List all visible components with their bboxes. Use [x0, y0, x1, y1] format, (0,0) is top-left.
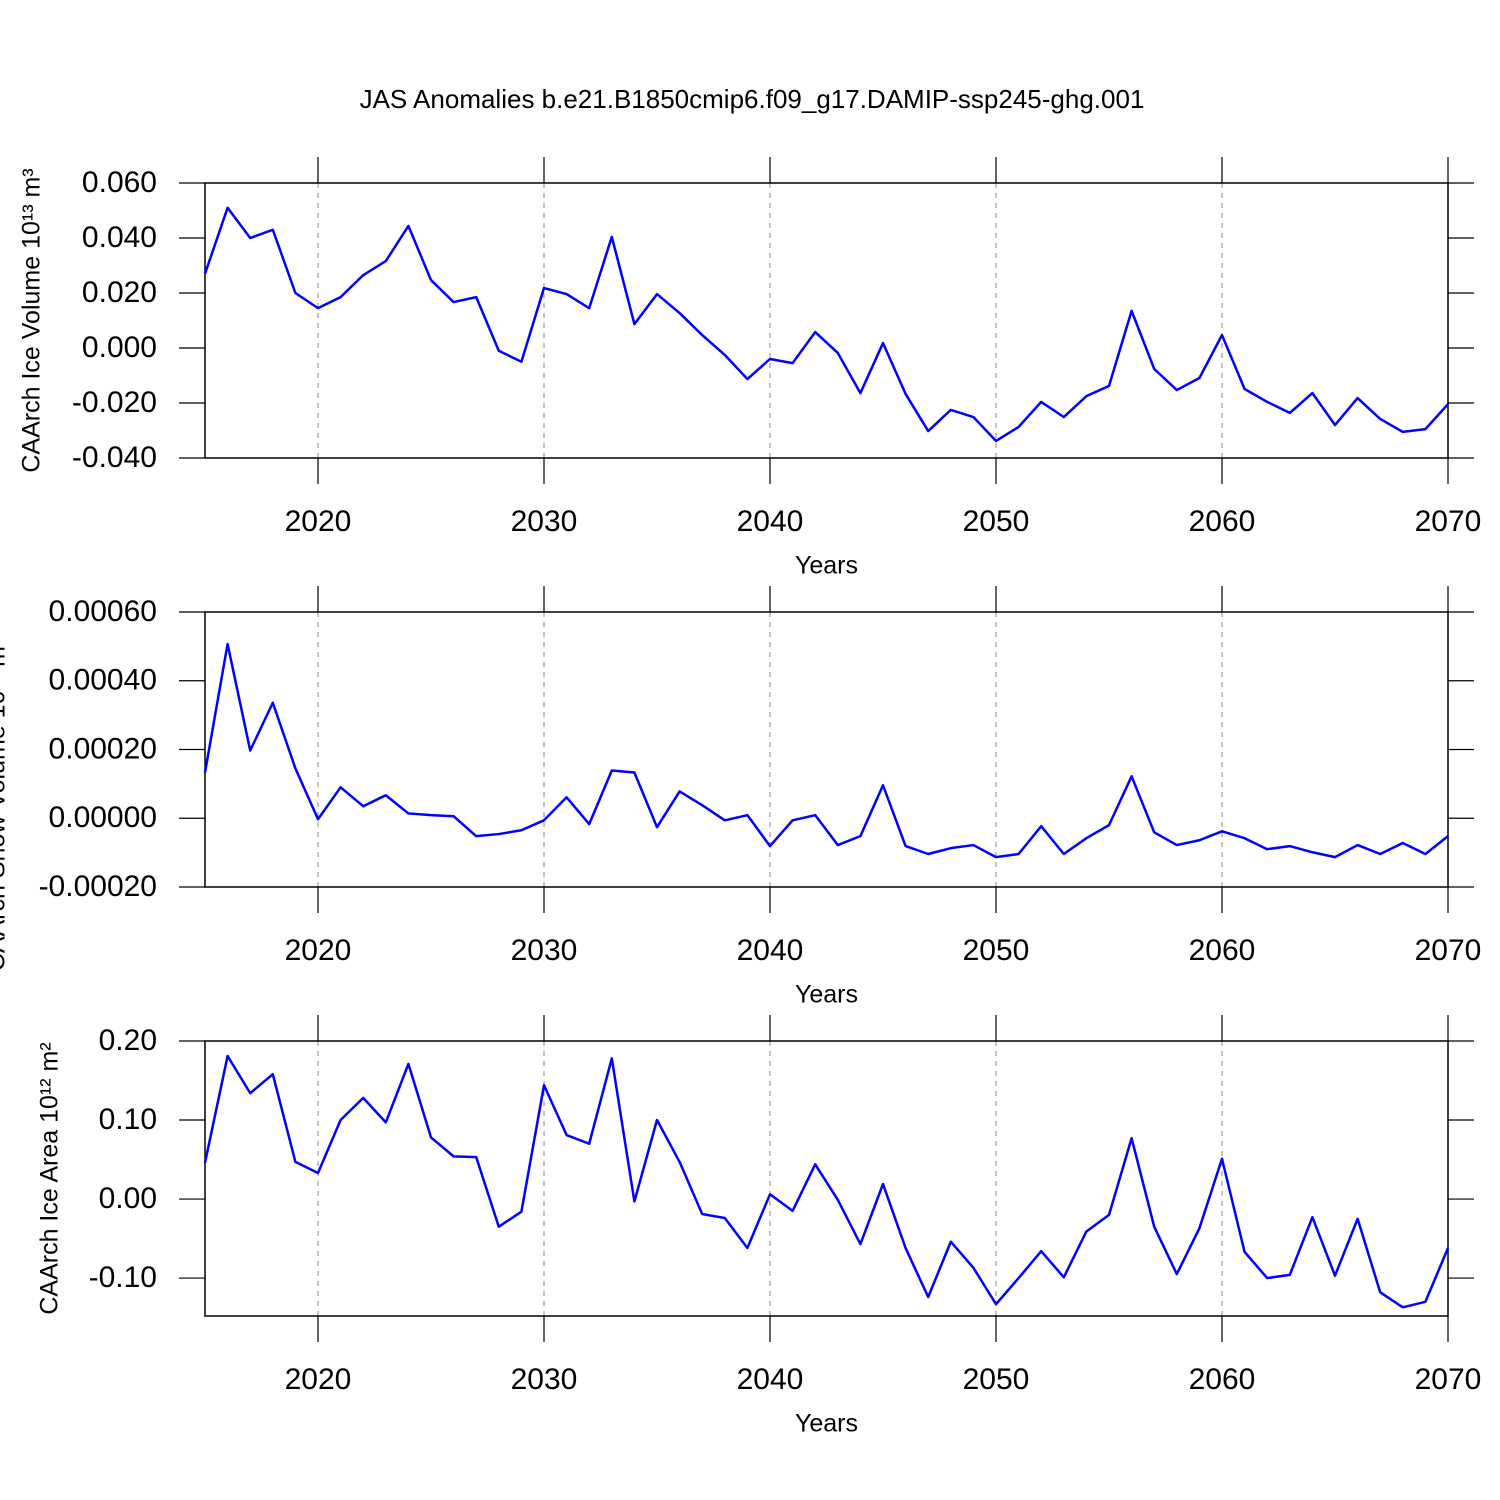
x-tick-label: 2070	[1415, 505, 1482, 538]
plot-frame	[204, 611, 1449, 888]
x-tick-label: 2050	[963, 505, 1030, 538]
x-tick-label: 2050	[963, 1363, 1030, 1396]
x-axis-label: Years	[795, 981, 858, 1009]
x-tick-label: 2030	[511, 934, 578, 967]
x-tick-label: 2060	[1189, 1363, 1256, 1396]
y-tick-label: 0.060	[82, 166, 157, 199]
y-tick-label: 0.00	[99, 1182, 157, 1215]
data-line	[203, 642, 1449, 859]
panel: 2020 2030 2040 2050 2060 2070 -0.10 0.00 0.10 0.2…	[36, 1015, 1482, 1438]
plot-frame	[204, 1040, 1449, 1317]
y-axis-label: CAArch Snow Volume 10¹³ m³	[0, 638, 11, 971]
y-axis-label: CAArch Ice Area 10¹² m²	[36, 1042, 64, 1314]
x-axis-label: Years	[795, 1410, 858, 1438]
x-tick-label: 2060	[1189, 934, 1256, 967]
y-tick-label: 0.020	[82, 276, 157, 309]
x-tick-label: 2020	[285, 1363, 352, 1396]
x-tick-label: 2030	[511, 505, 578, 538]
data-line	[203, 206, 1449, 443]
panel: 2020 2030 2040 2050 2060 2070 -0.00020 0.00000 0…	[0, 586, 1481, 1009]
y-tick-label: 0.10	[99, 1103, 157, 1136]
y-tick-label: -0.020	[72, 386, 157, 419]
y-tick-label: -0.040	[72, 441, 157, 474]
x-tick-label: 2060	[1189, 505, 1256, 538]
plot-frame	[204, 182, 1449, 459]
y-tick-label: -0.00020	[39, 870, 157, 903]
panel: 2020 2030 2040 2050 2060 2070 -0.040 -0.020 0.00…	[18, 157, 1482, 580]
x-tick-label: 2020	[285, 934, 352, 967]
x-tick-label: 2070	[1415, 1363, 1482, 1396]
x-tick-label: 2070	[1415, 934, 1482, 967]
data-line	[203, 1054, 1450, 1309]
x-tick-label: 2030	[511, 1363, 578, 1396]
x-tick-label: 2040	[737, 1363, 804, 1396]
x-tick-label: 2040	[737, 934, 804, 967]
y-tick-label: 0.00000	[49, 801, 157, 834]
x-axis-label: Years	[795, 552, 858, 580]
x-tick-label: 2050	[963, 934, 1030, 967]
y-tick-label: 0.00020	[49, 732, 157, 765]
y-tick-label: 0.000	[82, 331, 157, 364]
y-axis-label: CAArch Ice Volume 10¹³ m³	[18, 168, 46, 472]
x-tick-label: 2020	[285, 505, 352, 538]
y-tick-label: 0.20	[99, 1024, 157, 1057]
y-tick-label: 0.040	[82, 221, 157, 254]
y-tick-label: -0.10	[89, 1261, 157, 1294]
y-tick-label: 0.00040	[49, 664, 157, 697]
chart-title: JAS Anomalies b.e21.B1850cmip6.f09_g17.D…	[360, 84, 1145, 114]
y-tick-label: 0.00060	[49, 595, 157, 628]
x-tick-label: 2040	[737, 505, 804, 538]
